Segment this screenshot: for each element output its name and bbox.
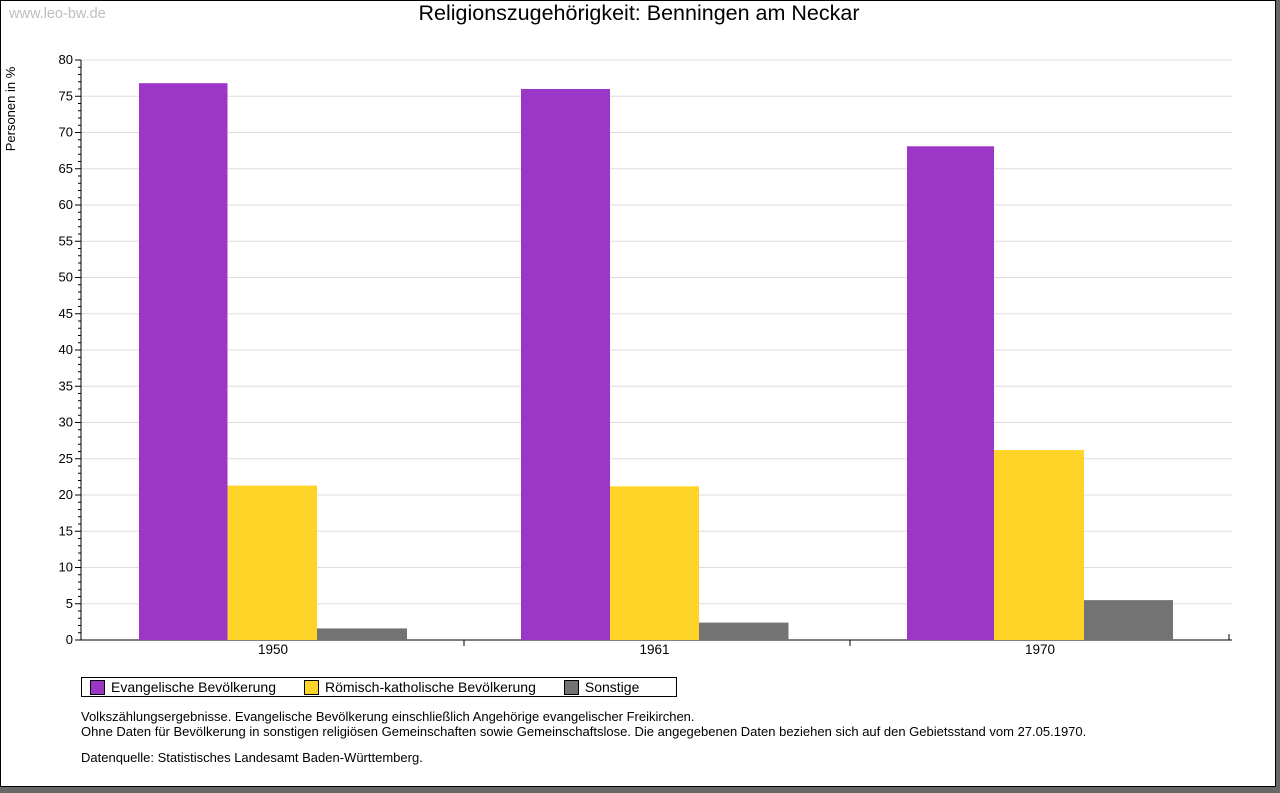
svg-text:35: 35 — [59, 378, 73, 393]
svg-text:55: 55 — [59, 233, 73, 248]
svg-text:15: 15 — [59, 523, 73, 538]
svg-text:75: 75 — [59, 88, 73, 103]
svg-text:Religionszugehörigkeit: Bennin: Religionszugehörigkeit: Benningen am Nec… — [418, 1, 859, 25]
svg-text:0: 0 — [66, 632, 73, 647]
svg-text:25: 25 — [59, 451, 73, 466]
svg-text:1961: 1961 — [639, 642, 669, 657]
svg-text:1970: 1970 — [1025, 642, 1055, 657]
svg-text:65: 65 — [59, 161, 73, 176]
svg-text:5: 5 — [66, 596, 73, 611]
svg-text:80: 80 — [59, 52, 73, 67]
svg-text:20: 20 — [59, 487, 73, 502]
svg-text:60: 60 — [59, 197, 73, 212]
svg-text:45: 45 — [59, 306, 73, 321]
svg-text:www.leo-bw.de: www.leo-bw.de — [8, 6, 106, 22]
svg-text:10: 10 — [59, 560, 73, 575]
svg-text:70: 70 — [59, 125, 73, 140]
svg-text:Personen in %: Personen in % — [3, 66, 18, 151]
svg-text:1950: 1950 — [258, 642, 288, 657]
svg-text:40: 40 — [59, 342, 73, 357]
svg-text:30: 30 — [59, 415, 73, 430]
svg-text:50: 50 — [59, 270, 73, 285]
